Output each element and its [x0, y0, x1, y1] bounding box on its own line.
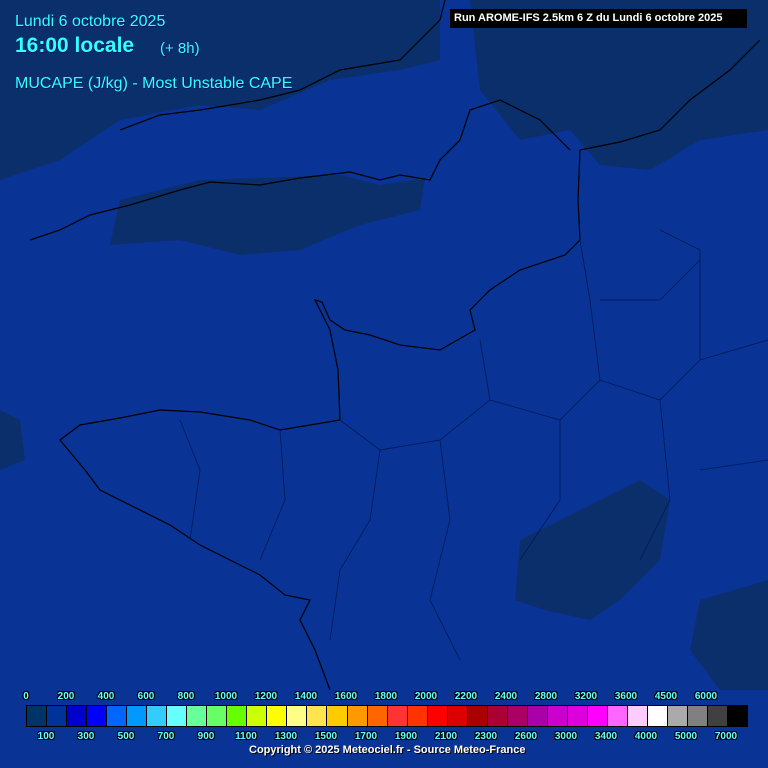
color-legend	[26, 705, 748, 727]
legend-label-top: 4500	[654, 691, 678, 702]
forecast-time: 16:00 locale	[15, 34, 135, 57]
legend-label-top: 200	[57, 691, 75, 702]
legend-swatch	[447, 706, 468, 726]
low-cape-areas	[0, 0, 768, 690]
legend-label-bottom: 2100	[434, 731, 458, 742]
legend-label-bottom: 3400	[594, 731, 618, 742]
parameter-title: MUCAPE (J/kg) - Most Unstable CAPE	[15, 75, 293, 92]
legend-swatch	[327, 706, 348, 726]
legend-swatch	[87, 706, 108, 726]
legend-label-bottom: 1900	[394, 731, 418, 742]
legend-label-bottom: 4000	[634, 731, 658, 742]
coastlines	[29, 0, 761, 691]
legend-swatch	[387, 706, 408, 726]
forecast-date: Lundi 6 octobre 2025	[15, 13, 166, 30]
legend-label-bottom: 1100	[235, 731, 257, 742]
legend-swatch	[47, 706, 68, 726]
legend-swatch	[407, 706, 428, 726]
legend-label-top: 1600	[334, 691, 358, 702]
legend-label-top: 1000	[214, 691, 238, 702]
run-banner: Run AROME-IFS 2.5km 6 Z du Lundi 6 octob…	[450, 9, 747, 28]
legend-label-bottom: 5000	[674, 731, 698, 742]
legend-label-top: 400	[97, 691, 115, 702]
legend-swatch	[107, 706, 128, 726]
legend-label-top: 1800	[374, 691, 398, 702]
legend-label-bottom: 900	[197, 731, 215, 742]
legend-label-bottom: 1300	[274, 731, 298, 742]
legend-label-bottom: 500	[117, 731, 135, 742]
copyright: Copyright © 2025 Meteociel.fr - Source M…	[249, 744, 526, 756]
legend-swatch	[467, 706, 488, 726]
legend-label-top: 800	[177, 691, 195, 702]
legend-swatch	[67, 706, 88, 726]
legend-swatch	[207, 706, 228, 726]
legend-swatch	[587, 706, 608, 726]
legend-swatch	[507, 706, 528, 726]
legend-swatch	[147, 706, 168, 726]
legend-swatch	[307, 706, 328, 726]
legend-swatch	[267, 706, 288, 726]
legend-label-top: 2200	[454, 691, 478, 702]
legend-label-top: 2000	[414, 691, 438, 702]
legend-swatch	[187, 706, 208, 726]
legend-swatch	[167, 706, 188, 726]
legend-label-bottom: 100	[37, 731, 55, 742]
legend-swatch	[688, 706, 709, 726]
legend-swatch	[627, 706, 648, 726]
legend-swatch	[367, 706, 388, 726]
legend-swatch	[668, 706, 689, 726]
legend-label-top: 3600	[614, 691, 638, 702]
legend-label-bottom: 2300	[474, 731, 498, 742]
legend-swatch	[127, 706, 148, 726]
legend-swatch	[607, 706, 628, 726]
legend-label-bottom: 1500	[314, 731, 338, 742]
legend-swatch	[708, 706, 729, 726]
legend-label-bottom: 300	[77, 731, 95, 742]
legend-swatch	[527, 706, 548, 726]
legend-swatch	[728, 706, 748, 726]
legend-label-top: 600	[137, 691, 155, 702]
legend-label-bottom: 1700	[354, 731, 378, 742]
legend-swatch	[547, 706, 568, 726]
legend-label-top: 2400	[494, 691, 518, 702]
legend-label-bottom: 700	[157, 731, 175, 742]
legend-swatch	[567, 706, 588, 726]
legend-label-top: 6000	[694, 691, 718, 702]
legend-label-bottom: 3000	[554, 731, 578, 742]
legend-swatch	[427, 706, 448, 726]
legend-swatch	[487, 706, 508, 726]
legend-label-top: 0	[23, 691, 29, 702]
legend-swatch	[27, 706, 48, 726]
legend-label-top: 1200	[254, 691, 278, 702]
legend-swatch	[227, 706, 248, 726]
legend-label-top: 1400	[294, 691, 318, 702]
legend-label-top: 3200	[574, 691, 598, 702]
legend-swatch	[647, 706, 668, 726]
admin-borders	[179, 229, 768, 661]
forecast-lead: (+ 8h)	[160, 40, 200, 57]
legend-label-top: 2800	[534, 691, 558, 702]
legend-label-bottom: 2600	[514, 731, 538, 742]
legend-swatch	[287, 706, 308, 726]
legend-label-bottom: 7000	[714, 731, 738, 742]
legend-swatch	[247, 706, 268, 726]
legend-swatch	[347, 706, 368, 726]
